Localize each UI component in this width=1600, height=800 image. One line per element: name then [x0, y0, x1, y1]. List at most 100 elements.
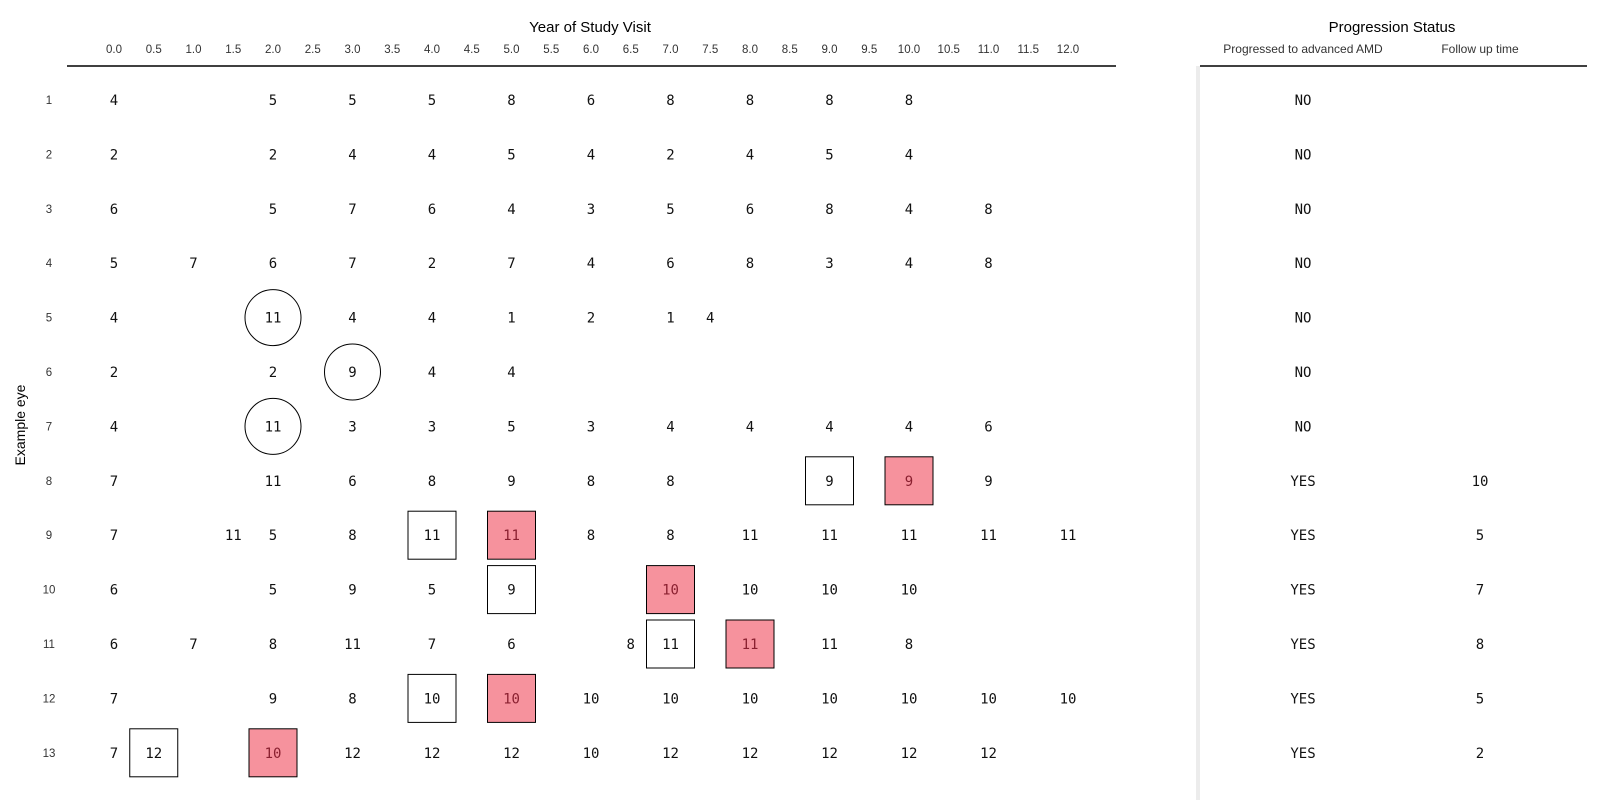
visit-value: 11 [980, 528, 997, 544]
visit-value: 4 [110, 311, 118, 327]
visit-value: 4 [348, 311, 356, 327]
visit-value: 2 [428, 256, 436, 272]
x-tick-label: 10.0 [898, 44, 920, 56]
x-tick-label: 11.0 [978, 44, 1000, 56]
visit-value: 8 [627, 637, 635, 653]
visit-value: 12 [503, 746, 520, 762]
visit-value: 8 [825, 93, 833, 109]
visit-value: 6 [110, 637, 118, 653]
x-tick-label: 10.5 [938, 44, 960, 56]
progressed-value: NO [1295, 419, 1312, 435]
x-tick-label: 11.5 [1017, 44, 1039, 56]
x-tick-label: 2.5 [305, 44, 321, 56]
x-tick-label: 0.0 [106, 44, 122, 56]
row-label: 1 [46, 95, 52, 107]
visit-value: 8 [507, 93, 515, 109]
visit-value: 10 [821, 583, 838, 599]
row-label: 5 [46, 313, 52, 325]
visit-value: 7 [189, 256, 197, 272]
visit-value: 8 [984, 256, 992, 272]
visit-value: 4 [428, 147, 436, 163]
visit-value: 5 [428, 583, 436, 599]
follow-up-value: 5 [1476, 528, 1484, 544]
visit-box-marker [407, 510, 457, 560]
x-tick-label: 5.5 [543, 44, 559, 56]
visit-value: 11 [503, 528, 520, 544]
progression-box-marker [248, 728, 298, 778]
visit-value: 6 [746, 202, 754, 218]
visit-value: 12 [821, 746, 838, 762]
x-tick-label: 3.5 [384, 44, 400, 56]
visit-value: 6 [110, 583, 118, 599]
visit-value: 4 [706, 311, 714, 327]
row-label: 9 [46, 530, 52, 542]
visit-value: 4 [905, 202, 913, 218]
visit-rows: 1 4 5 5 5 8 6 8 8 8 8 NO 2 2 2 4 4 5 4 2 4 5 4 NO 3 6 5 7 6 4 3 5 6 8 4 8 NO… [43, 93, 1489, 762]
visit-value: 11 [742, 528, 759, 544]
visit-value: 3 [428, 419, 436, 435]
x-tick-label: 2.0 [265, 44, 281, 56]
visit-circle-marker [244, 397, 302, 455]
progression-box-marker [487, 673, 536, 723]
follow-up-value: 5 [1476, 691, 1484, 707]
visit-value: 10 [503, 691, 520, 707]
visit-value: 6 [110, 202, 118, 218]
visit-value: 4 [348, 147, 356, 163]
visit-value: 7 [428, 637, 436, 653]
visit-value: 6 [666, 256, 674, 272]
progressed-value: NO [1295, 311, 1312, 327]
visit-value: 5 [110, 256, 118, 272]
visit-value: 8 [348, 528, 356, 544]
follow-up-value: 8 [1476, 637, 1484, 653]
x-tick-label: 7.0 [663, 44, 679, 56]
visit-value: 7 [110, 474, 118, 490]
visit-value: 9 [507, 474, 515, 490]
row-label: 2 [46, 149, 52, 161]
visit-value: 4 [905, 256, 913, 272]
visit-value: 5 [825, 147, 833, 163]
visit-value: 12 [980, 746, 997, 762]
visit-value: 6 [428, 202, 436, 218]
visit-value: 9 [507, 583, 515, 599]
visit-value: 10 [1060, 691, 1077, 707]
visit-value: 12 [662, 746, 679, 762]
visit-value: 4 [587, 256, 595, 272]
visit-value: 10 [980, 691, 997, 707]
visit-box-marker [646, 619, 695, 669]
visit-value: 7 [507, 256, 515, 272]
visit-value: 11 [1060, 528, 1077, 544]
row-label: 3 [46, 204, 52, 216]
visit-value: 2 [269, 147, 277, 163]
visit-value: 4 [428, 365, 436, 381]
visit-marks [129, 289, 934, 778]
visit-value: 10 [742, 583, 759, 599]
visit-value: 11 [225, 528, 242, 544]
visit-value: 10 [583, 691, 600, 707]
visit-value: 5 [348, 93, 356, 109]
row-label: 8 [46, 476, 52, 488]
progression-box-marker [487, 510, 536, 560]
visit-value: 6 [984, 419, 992, 435]
x-tick-label: 6.5 [623, 44, 639, 56]
visit-value: 8 [746, 256, 754, 272]
x-tick-label: 6.0 [583, 44, 599, 56]
visit-value: 7 [110, 691, 118, 707]
x-tick-labels: 0.0 0.5 1.0 1.5 2.0 2.5 3.0 3.5 4.0 4.5 5.0 5.5 6.0 6… [106, 44, 1079, 56]
progressed-value: NO [1295, 202, 1312, 218]
progressed-value: NO [1295, 256, 1312, 272]
visit-value: 4 [507, 365, 515, 381]
visit-value: 8 [746, 93, 754, 109]
visit-value: 3 [587, 419, 595, 435]
visit-value: 10 [662, 691, 679, 707]
row-label: 6 [46, 367, 52, 379]
visit-value: 3 [825, 256, 833, 272]
visit-value: 11 [424, 528, 441, 544]
x-tick-label: 12.0 [1057, 44, 1079, 56]
x-tick-label: 5.0 [504, 44, 520, 56]
x-tick-label: 8.5 [782, 44, 798, 56]
x-tick-label: 9.5 [861, 44, 877, 56]
visit-value: 8 [348, 691, 356, 707]
visit-value: 6 [269, 256, 277, 272]
visit-value: 8 [825, 202, 833, 218]
